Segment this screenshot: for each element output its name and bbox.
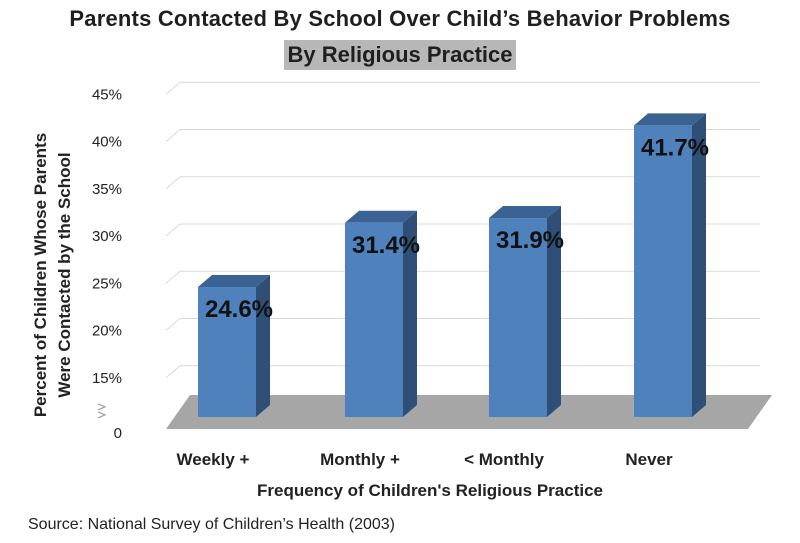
chart-title: Parents Contacted By School Over Child’s… [69,6,731,31]
chart-subtitle: By Religious Practice [283,40,517,70]
y-axis-title-line-2: Were Contacted by the School [55,152,74,397]
x-tick-label: < Monthly [464,450,544,469]
gridline [165,270,760,284]
bar-chart: 0 15% 20% 25% 30% 35% 40% 45% Weekly + Monthly +… [31,81,772,500]
gridline [165,176,760,190]
bar-side [547,206,561,417]
gridline [165,129,760,142]
gridline [165,365,760,379]
bars [198,113,706,417]
data-label: 41.7% [641,134,709,161]
data-label: 31.9% [496,227,564,254]
y-axis-title-line-1: Percent of Children Whose Parents [31,133,50,417]
bar [634,125,692,417]
bar-top [198,275,270,288]
source-note: Source: National Survey of Children’s He… [28,516,396,533]
y-tick-label: 30% [92,228,122,245]
bar-side [692,113,706,417]
bar-side [256,275,270,417]
y-tick-label: 45% [92,86,122,103]
gridline [165,318,760,331]
x-tick-label: Monthly + [320,450,400,469]
y-tick-label: 25% [92,275,122,292]
x-tick-labels: Weekly + Monthly + < Monthly Never [177,450,673,469]
axis-titles: Frequency of Children's Religious Practi… [31,133,603,500]
data-labels: 24.6% 31.4% 31.9% 41.7% [205,134,709,323]
y-tick-labels: 0 15% 20% 25% 30% 35% 40% 45% [92,86,122,442]
bar-side [403,210,417,417]
axis-break-mark [97,403,107,411]
chart-floor-plane [166,395,772,429]
bar-top [489,206,561,219]
bar-top [634,113,706,126]
x-tick-label: Never [625,450,673,469]
bar [198,287,256,417]
gridlines [97,81,760,419]
y-tick-label: 15% [92,370,122,387]
gridline [165,81,760,95]
y-tick-label: 0 [114,425,122,442]
y-tick-label: 40% [92,134,122,151]
axis-break-mark [97,411,107,419]
x-axis-title: Frequency of Children's Religious Practi… [257,481,603,500]
bar [345,222,403,417]
data-label: 24.6% [205,296,273,323]
chart-floor [166,395,772,429]
x-tick-label: Weekly + [177,450,250,469]
bar [489,218,547,417]
bar-top [345,210,417,223]
y-tick-label: 20% [92,323,122,340]
y-tick-label: 35% [92,181,122,198]
data-label: 31.4% [352,232,420,259]
gridline [165,223,760,237]
